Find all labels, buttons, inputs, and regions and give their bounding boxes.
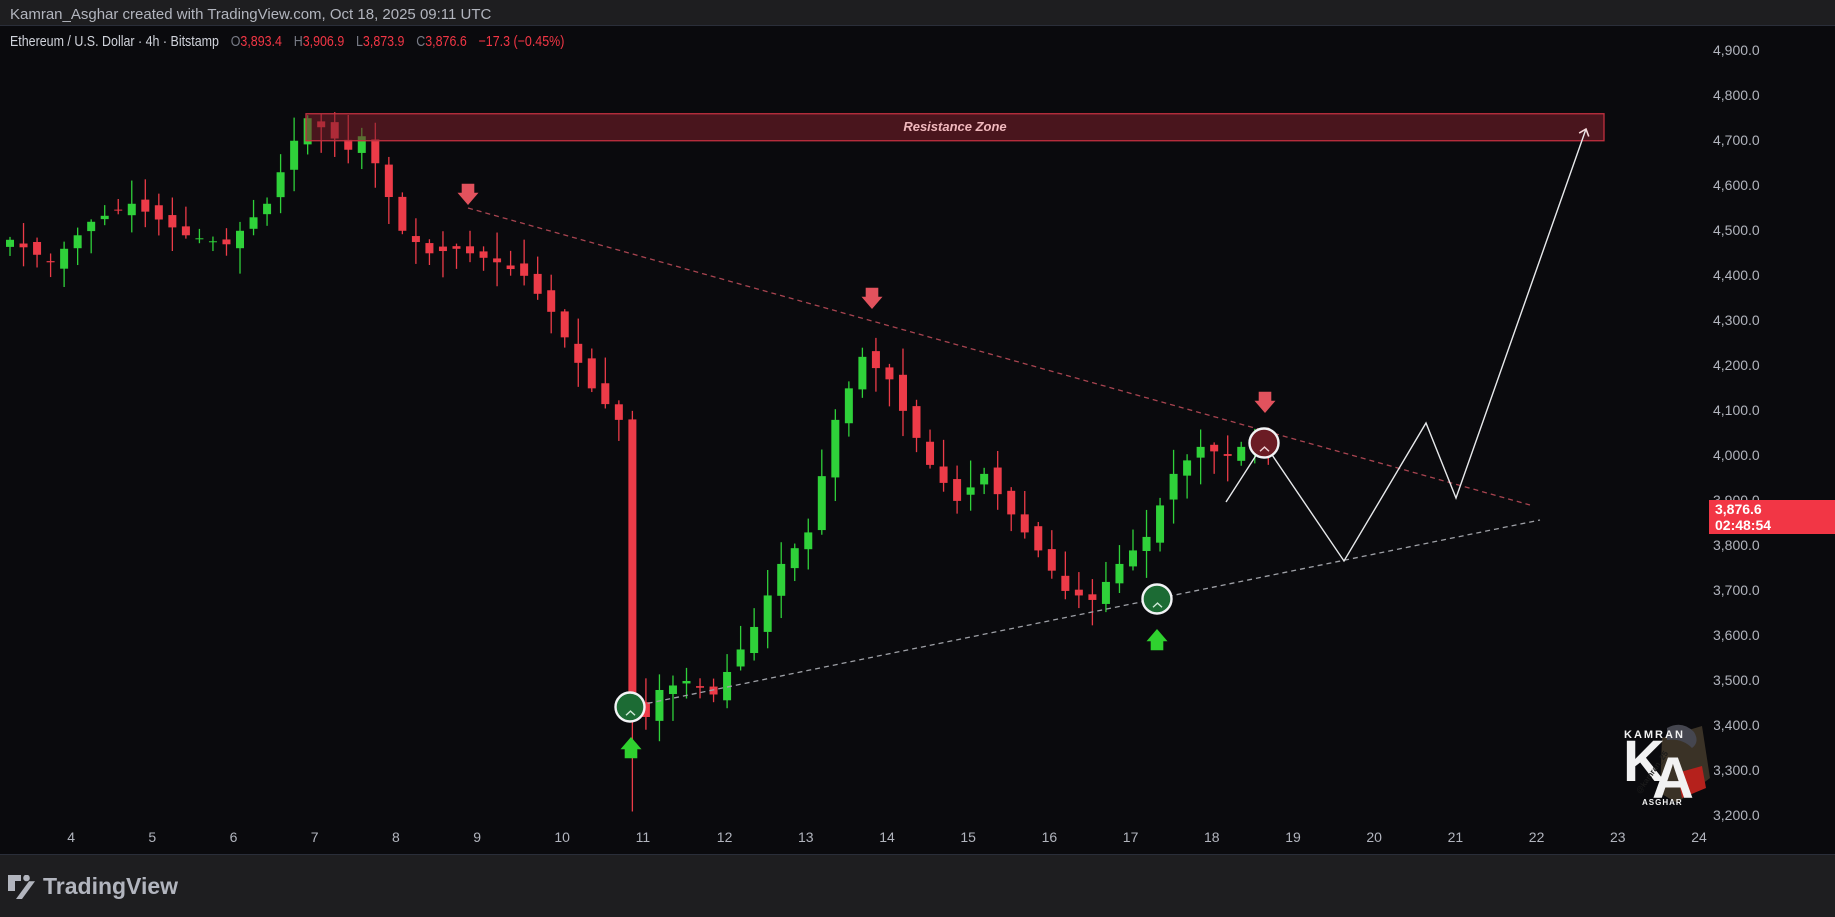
svg-text:ASGHAR: ASGHAR [1642, 798, 1683, 806]
svg-text:Resistance Zone: Resistance Zone [903, 119, 1006, 134]
